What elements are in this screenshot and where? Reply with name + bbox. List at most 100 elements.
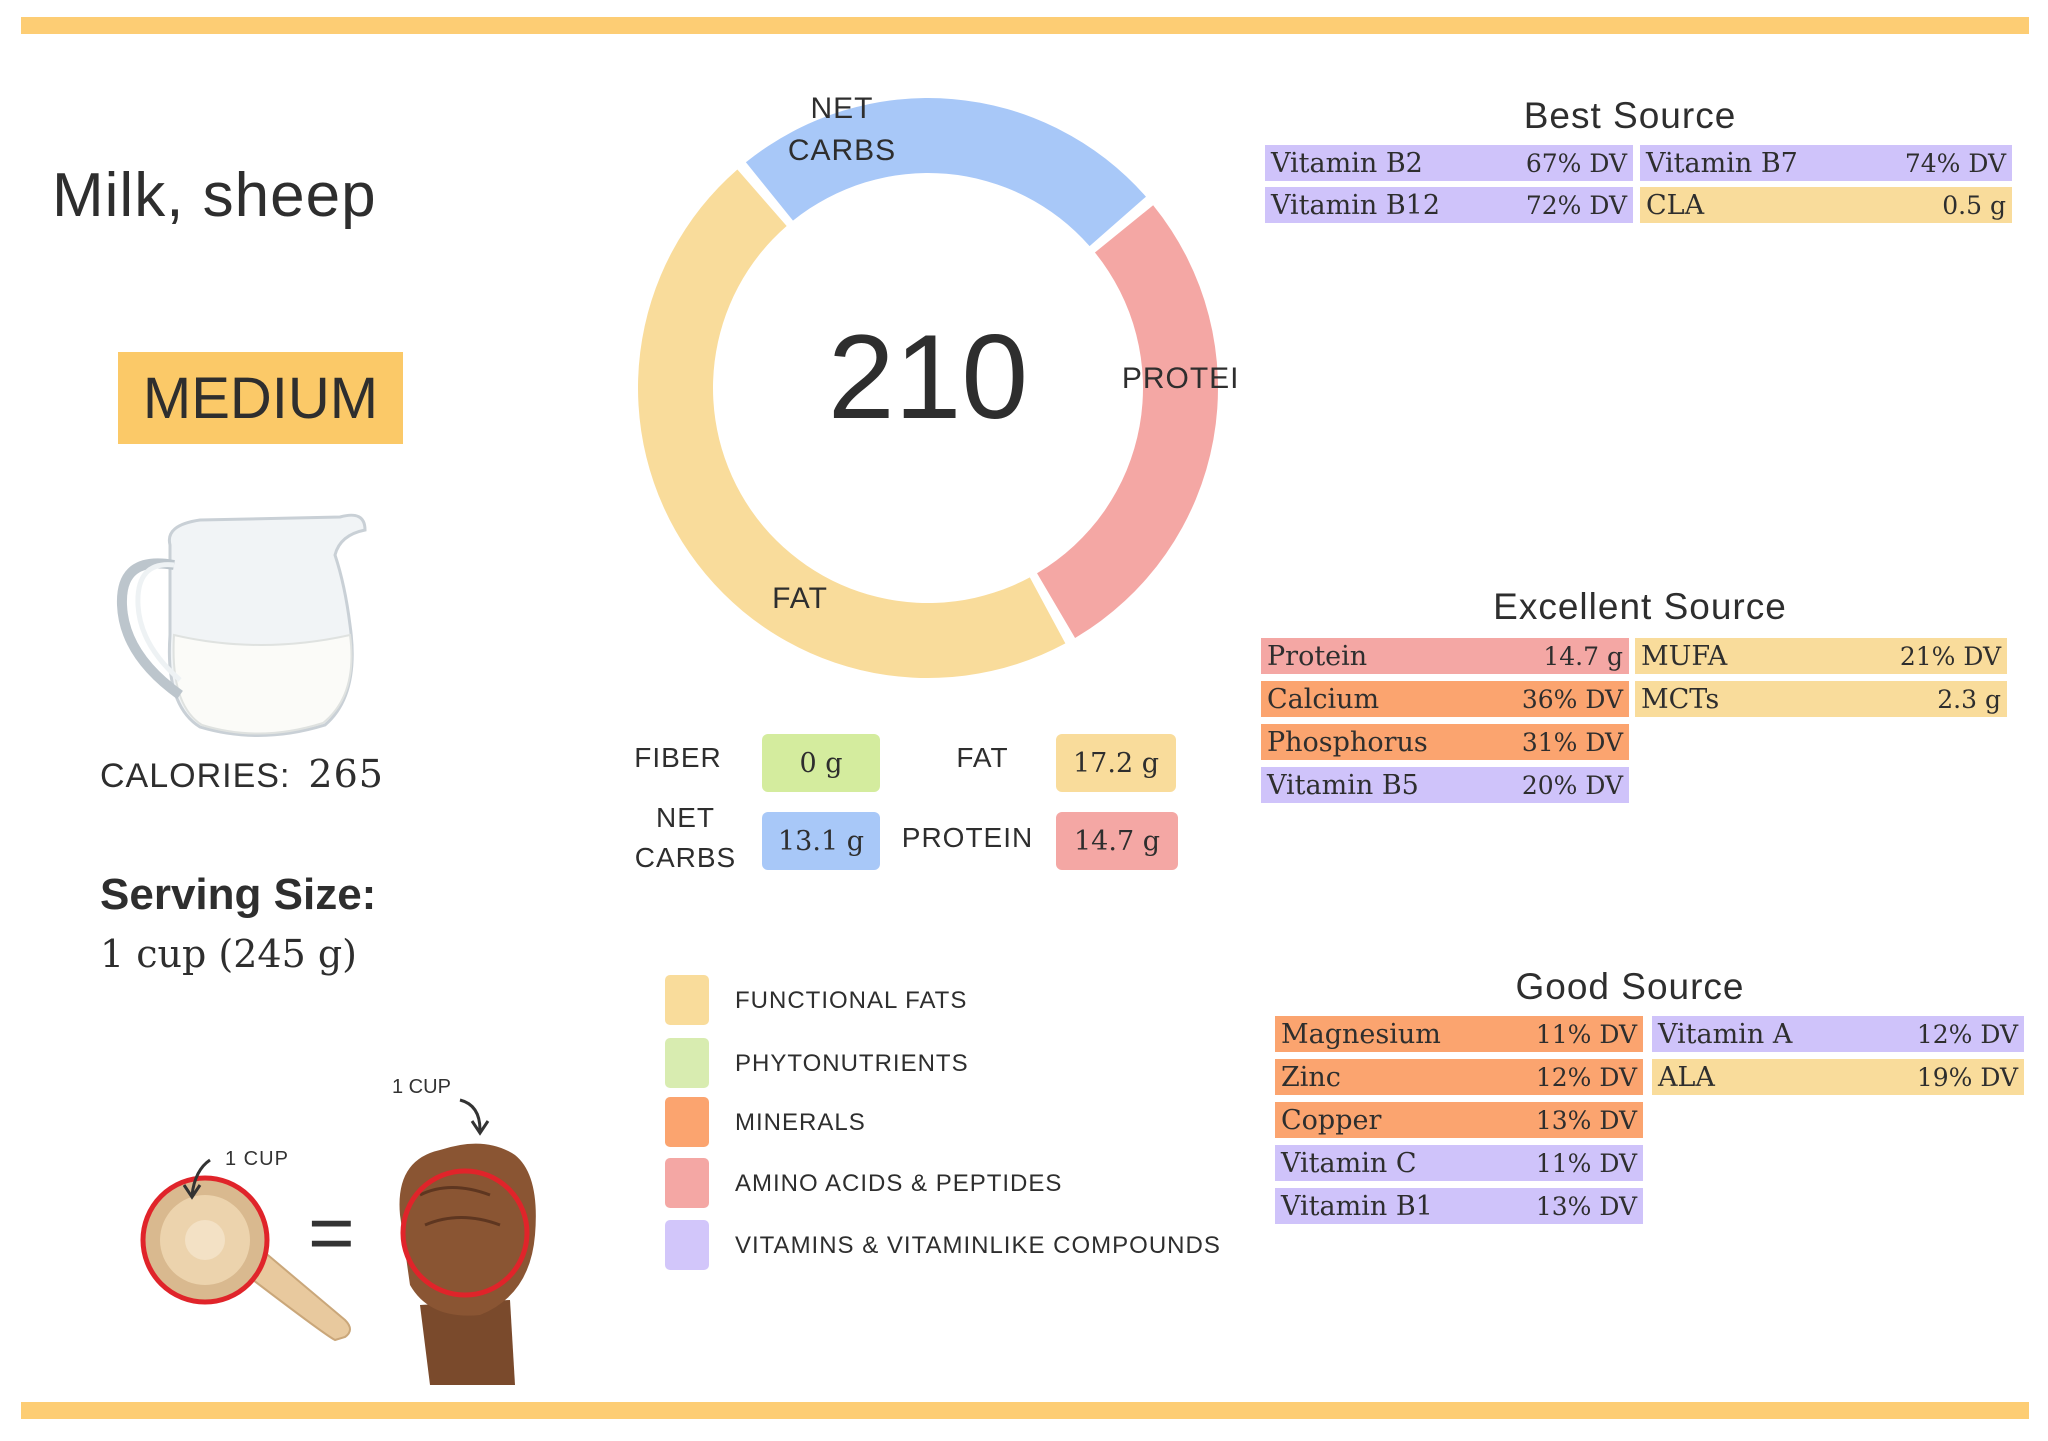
calorie-donut-chart: NET CARBS PROTEIN FAT 210 <box>638 92 1240 679</box>
nutrient-row: Vitamin C 11% DV <box>1275 1145 1643 1181</box>
donut-segments <box>638 97 1218 679</box>
nutrient-amount: 72% DV <box>1525 190 1627 220</box>
nutrient-amount: 14.7 g <box>1543 641 1623 671</box>
nutrient-row: Calcium 36% DV <box>1261 681 1629 717</box>
excellent-source-title: Excellent Source <box>1493 586 1787 627</box>
food-title: Milk, sheep <box>52 161 377 230</box>
measuring-cup-icon <box>140 1158 351 1342</box>
top-accent-bar <box>21 17 2029 34</box>
nutrient-name: CLA <box>1646 189 1705 221</box>
nutrient-amount: 36% DV <box>1521 684 1623 714</box>
fiber-value: 0 g <box>762 734 880 792</box>
legend-label: AMINO ACIDS & PEPTIDES <box>735 1170 1063 1197</box>
nutrient-row: Magnesium 11% DV <box>1275 1016 1643 1052</box>
net-carbs-label-line1: NET <box>656 802 715 833</box>
nutrient-name: Phosphorus <box>1267 726 1428 758</box>
nutrient-row: MCTs 2.3 g <box>1635 681 2007 717</box>
nutrient-name: Vitamin B7 <box>1646 147 1798 179</box>
nutrient-amount: 31% DV <box>1521 727 1623 757</box>
nutrient-name: Vitamin B5 <box>1267 769 1419 801</box>
net-carbs-label: NET CARBS <box>628 798 743 878</box>
legend-swatch <box>665 1158 709 1208</box>
donut-slice-fat <box>638 169 1066 679</box>
fat-label: FAT <box>956 742 1009 773</box>
serving-size-value: 1 cup (245 g) <box>100 932 358 976</box>
donut-center-calories: 210 <box>828 310 1028 444</box>
nutrient-amount: 74% DV <box>1904 148 2006 178</box>
nutrient-row: Copper 13% DV <box>1275 1102 1643 1138</box>
fiber-label: FIBER <box>634 742 722 773</box>
donut-label-net-carbs-line1: NET <box>811 92 874 125</box>
milk-jug-image <box>116 513 367 737</box>
nutrient-name: ALA <box>1658 1061 1715 1093</box>
fist-icon <box>399 1098 536 1385</box>
legend-label: FUNCTIONAL FATS <box>735 987 968 1014</box>
legend-label: MINERALS <box>735 1109 866 1136</box>
fat-value: 17.2 g <box>1056 734 1176 792</box>
nutrient-name: Calcium <box>1267 683 1380 715</box>
nutrient-name: Vitamin C <box>1281 1147 1417 1179</box>
donut-label-net-carbs-line2: CARBS <box>788 134 896 167</box>
cup-note: 1 CUP <box>225 1148 289 1170</box>
calories: CALORIES: 265 <box>100 752 384 796</box>
net-carbs-value: 13.1 g <box>762 812 880 870</box>
nutrient-amount: 12% DV <box>1916 1019 2018 1049</box>
nutrient-row: Vitamin B1 13% DV <box>1275 1188 1643 1224</box>
calories-label: CALORIES: <box>100 757 291 795</box>
donut-slice-protein <box>1037 205 1218 638</box>
nutrient-name: Vitamin B2 <box>1271 147 1423 179</box>
nutrient-amount: 0.5 g <box>1942 190 2006 220</box>
nutrient-name: Magnesium <box>1281 1018 1441 1050</box>
protein-value: 14.7 g <box>1056 812 1178 870</box>
calories-value: 265 <box>308 752 384 796</box>
nutrient-row: Vitamin A 12% DV <box>1652 1016 2024 1052</box>
nutrient-row: Vitamin B7 74% DV <box>1640 145 2012 181</box>
nutrient-row: Protein 14.7 g <box>1261 638 1629 674</box>
nutrient-name: Zinc <box>1281 1061 1341 1093</box>
nutrient-amount: 67% DV <box>1525 148 1627 178</box>
cup-equals-fist-image: 1 CUP = 1 CUP <box>140 1076 536 1385</box>
equals-sign: = <box>308 1188 355 1277</box>
nutrient-row: Phosphorus 31% DV <box>1261 724 1629 760</box>
nutrient-name: Vitamin A <box>1658 1018 1793 1050</box>
nutrient-row: MUFA 21% DV <box>1635 638 2007 674</box>
donut-label-fat: FAT <box>772 582 828 615</box>
donut-slice-net-carbs <box>745 97 1146 247</box>
bottom-accent-bar <box>21 1402 2029 1419</box>
nutrient-amount: 12% DV <box>1535 1062 1637 1092</box>
legend-label: VITAMINS & VITAMINLIKE COMPOUNDS <box>735 1232 1221 1259</box>
nutrient-name: Vitamin B12 <box>1271 189 1441 221</box>
nutrient-name: MCTs <box>1641 683 1720 715</box>
legend-swatch <box>665 1097 709 1147</box>
nutrient-name: Protein <box>1267 640 1368 672</box>
nutrient-name: Vitamin B1 <box>1281 1190 1433 1222</box>
good-source-title: Good Source <box>1515 966 1745 1007</box>
protein-label: PROTEIN <box>901 822 1034 853</box>
nutrient-amount: 20% DV <box>1521 770 1623 800</box>
nutrient-amount: 13% DV <box>1535 1191 1637 1221</box>
nutrient-amount: 13% DV <box>1535 1105 1637 1135</box>
best-source-title: Best Source <box>1523 95 1737 136</box>
nutrient-name: MUFA <box>1641 640 1728 672</box>
legend-swatch <box>665 975 709 1025</box>
level-badge: MEDIUM <box>118 352 403 444</box>
net-carbs-label-line2: CARBS <box>634 842 737 873</box>
nutrient-row: Zinc 12% DV <box>1275 1059 1643 1095</box>
nutrient-amount: 19% DV <box>1916 1062 2018 1092</box>
nutrient-row: Vitamin B2 67% DV <box>1265 145 1633 181</box>
nutrient-amount: 21% DV <box>1899 641 2001 671</box>
legend-swatch <box>665 1038 709 1088</box>
nutrient-amount: 2.3 g <box>1937 684 2001 714</box>
donut-label-protein: PROTEIN <box>1122 362 1240 395</box>
nutrient-amount: 11% DV <box>1535 1019 1637 1049</box>
nutrient-row: CLA 0.5 g <box>1640 187 2012 223</box>
legend-swatch <box>665 1220 709 1270</box>
serving-size-title: Serving Size: <box>100 870 377 919</box>
nutrient-amount: 11% DV <box>1535 1148 1637 1178</box>
fist-note: 1 CUP <box>392 1076 451 1098</box>
legend-label: PHYTONUTRIENTS <box>735 1050 969 1077</box>
nutrient-row: Vitamin B5 20% DV <box>1261 767 1629 803</box>
nutrient-row: Vitamin B12 72% DV <box>1265 187 1633 223</box>
nutrient-row: ALA 19% DV <box>1652 1059 2024 1095</box>
nutrient-name: Copper <box>1281 1104 1382 1136</box>
